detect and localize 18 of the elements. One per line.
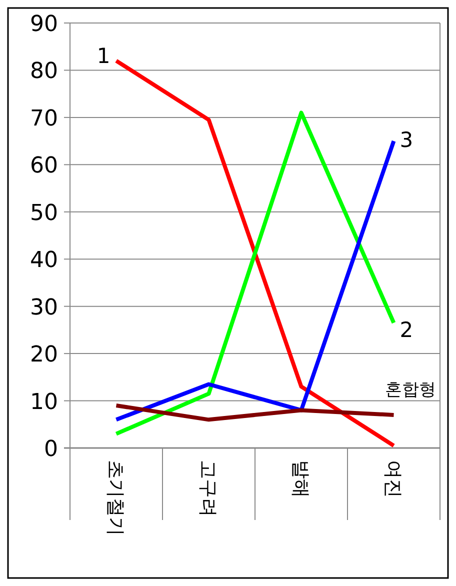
y-tick-label: 40 [30, 248, 58, 274]
y-tick-label: 30 [30, 295, 58, 320]
y-tick-label: 0 [44, 437, 58, 462]
series-label: 3 [400, 128, 414, 152]
series-label: 1 [96, 44, 110, 68]
y-tick-label: 90 [30, 12, 58, 37]
x-tick-label: 고구려 [196, 460, 219, 517]
x-tick-label: 발해 [289, 460, 312, 498]
y-tick-label: 20 [30, 342, 58, 368]
y-tick-label: 80 [30, 59, 58, 84]
y-tick-label: 60 [30, 154, 58, 179]
series-label: 혼합형 [384, 380, 436, 400]
y-tick-label: 70 [30, 106, 58, 132]
y-tick-label: 50 [30, 200, 58, 226]
y-tick-label: 10 [30, 390, 58, 415]
x-tick-label: 초기철기 [104, 460, 126, 536]
series-label: 2 [400, 318, 414, 342]
x-tick-label: 여진 [382, 460, 404, 498]
